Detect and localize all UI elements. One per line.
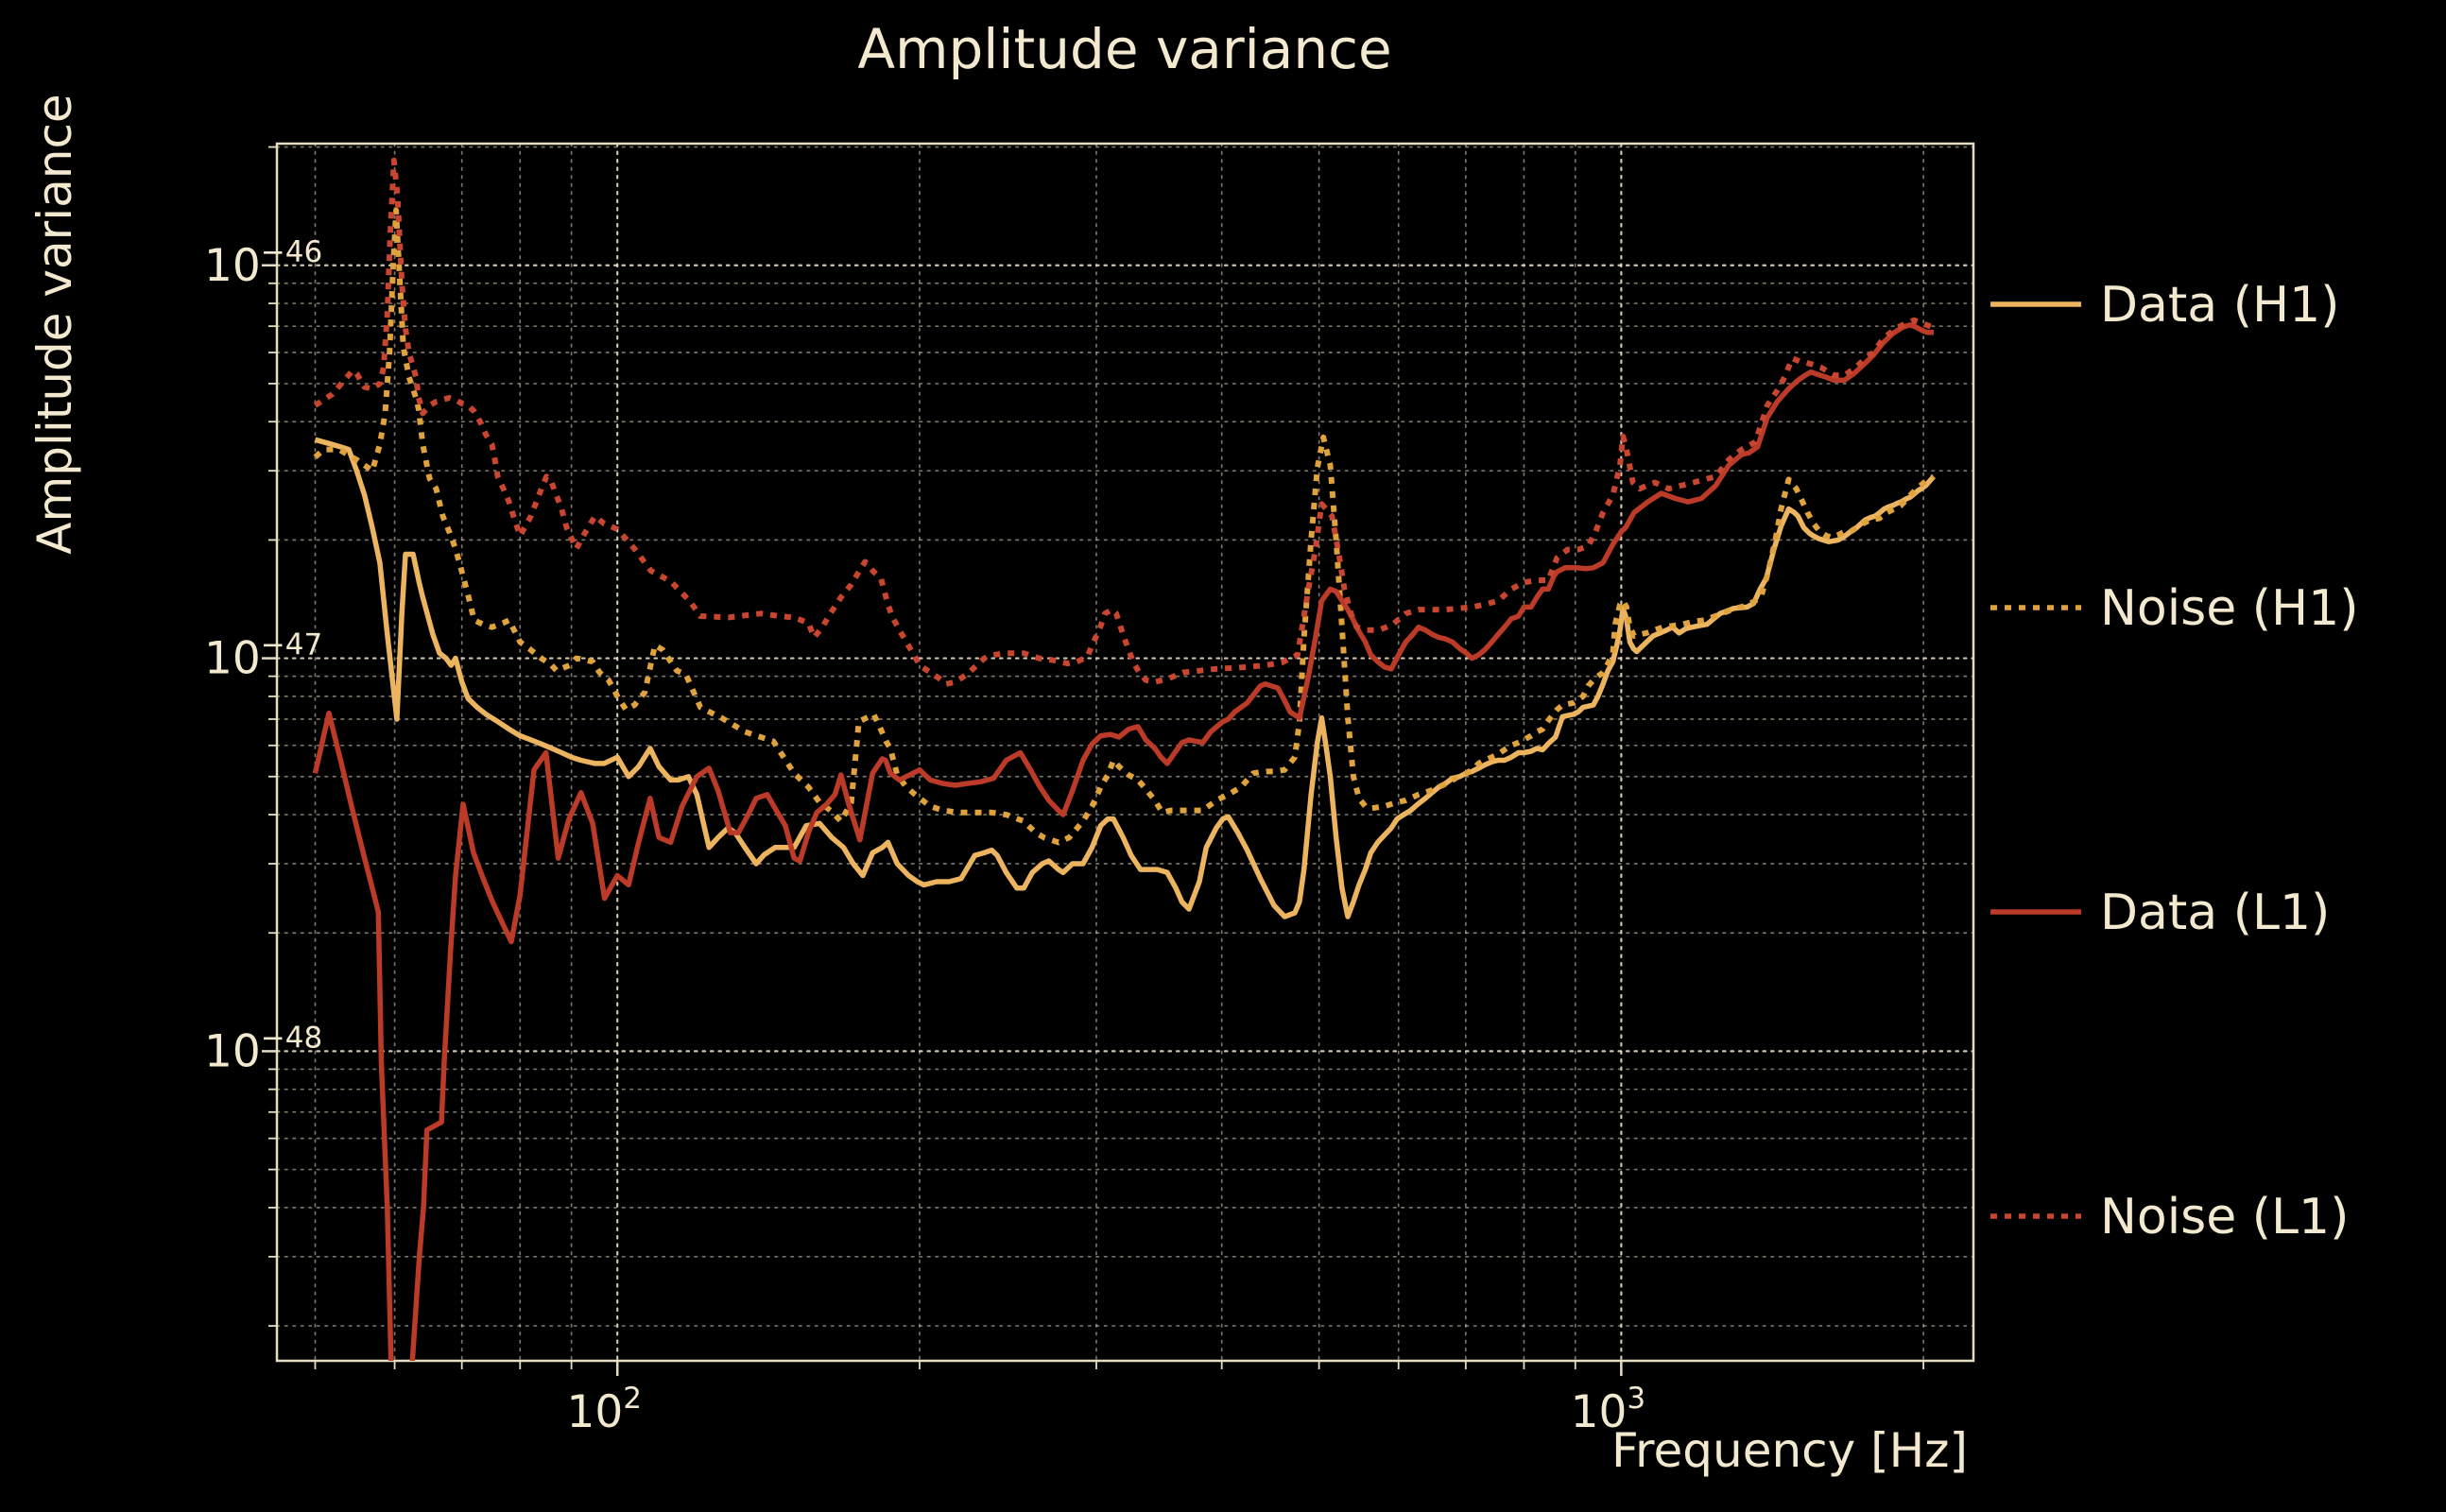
- legend-label-data-l1: Data (L1): [2100, 885, 2330, 941]
- svg-text:103: 103: [1571, 1382, 1646, 1438]
- legend-label-noise-l1: Noise (L1): [2100, 1189, 2349, 1246]
- svg-text:102: 102: [566, 1382, 642, 1438]
- svg-text:10−48: 10−48: [204, 1021, 322, 1077]
- y-tick-labels: 10−46 10−47 10−48: [204, 235, 322, 1078]
- y-axis-label: Amplitude variance: [27, 94, 82, 554]
- major-gridlines: [275, 142, 1975, 1363]
- chart-title: Amplitude variance: [857, 17, 1391, 81]
- minor-gridlines: [276, 143, 1974, 1362]
- plot-frame: [275, 142, 1975, 1363]
- series-noise-h1-curve: [313, 207, 1936, 846]
- legend-item-noise-l1: Noise (L1): [1990, 1189, 2349, 1246]
- legend-item-data-l1: Data (L1): [1990, 885, 2330, 941]
- legend-label-data-h1: Data (H1): [2100, 277, 2339, 334]
- axis-tick-marks: [262, 146, 1925, 1376]
- x-axis-label: Frequency [Hz]: [1611, 1423, 1968, 1478]
- legend-item-data-h1: Data (H1): [1990, 277, 2339, 334]
- legend-label-noise-h1: Noise (H1): [2100, 580, 2359, 637]
- x-tick-labels: 102 103: [566, 1382, 1645, 1438]
- svg-text:10−46: 10−46: [204, 235, 322, 292]
- svg-text:10−47: 10−47: [204, 628, 322, 685]
- legend-item-noise-h1: Noise (H1): [1990, 580, 2359, 637]
- legend: Data (H1) Noise (H1) Data (L1) Noise (L1…: [1990, 277, 2359, 1246]
- series-data-l1-curve: [312, 322, 1934, 1361]
- data-curves: [312, 157, 1937, 1361]
